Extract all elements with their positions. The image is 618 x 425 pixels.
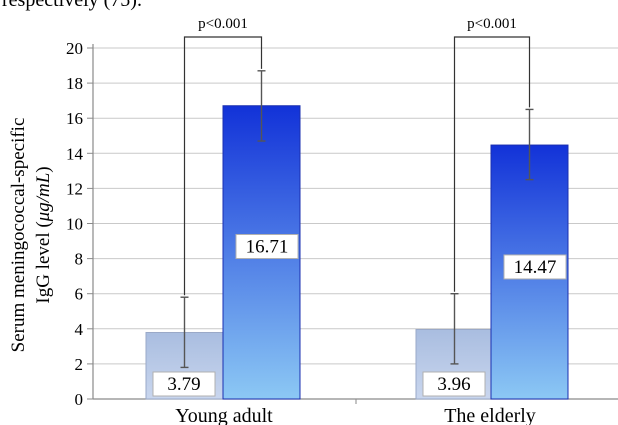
y-tick-label: 4 <box>75 320 84 339</box>
y-tick-label: 10 <box>66 215 83 234</box>
y-axis-label-line2: IgG level (μg/mL) <box>33 166 54 303</box>
gridlines <box>93 47 618 365</box>
x-category-label: Young adult <box>175 405 273 425</box>
value-label-box <box>503 254 567 280</box>
error-bars <box>180 70 534 369</box>
value-label-box <box>235 234 299 260</box>
y-tick-label: 6 <box>75 285 84 304</box>
significance-bracket <box>453 36 531 292</box>
y-tick-label: 20 <box>66 39 83 58</box>
value-labels: 3.79 16.71 3.96 14.47 <box>152 234 567 397</box>
x-category-label: The elderly <box>444 405 536 425</box>
y-tick-label: 18 <box>66 74 83 93</box>
top-text-fragment: respectively (75). <box>2 0 142 11</box>
y-tick-label: 12 <box>66 179 83 198</box>
y-tick-label: 0 <box>75 390 84 409</box>
value-label: 14.47 <box>514 257 557 278</box>
significance-bracket <box>183 36 263 296</box>
bars <box>145 105 569 400</box>
y-tick-label: 8 <box>75 250 84 269</box>
y-tick-label: 2 <box>75 355 84 374</box>
y-axis-label-line1: Serum meningococcal-specific <box>8 118 29 353</box>
significance-annotations: p<0.001 p<0.001 <box>183 16 531 296</box>
value-label: 3.79 <box>167 374 200 395</box>
p-value-label: p<0.001 <box>198 16 248 32</box>
y-tick-label: 16 <box>66 109 83 128</box>
p-value-label: p<0.001 <box>467 16 517 32</box>
value-label-box <box>152 371 216 397</box>
axes: 0 2 4 6 8 10 12 14 16 18 20 Young adult The elderly <box>66 39 618 425</box>
value-label-box <box>422 371 486 397</box>
value-label: 3.96 <box>437 374 470 395</box>
value-label: 16.71 <box>246 237 289 258</box>
y-tick-label: 14 <box>66 144 84 163</box>
